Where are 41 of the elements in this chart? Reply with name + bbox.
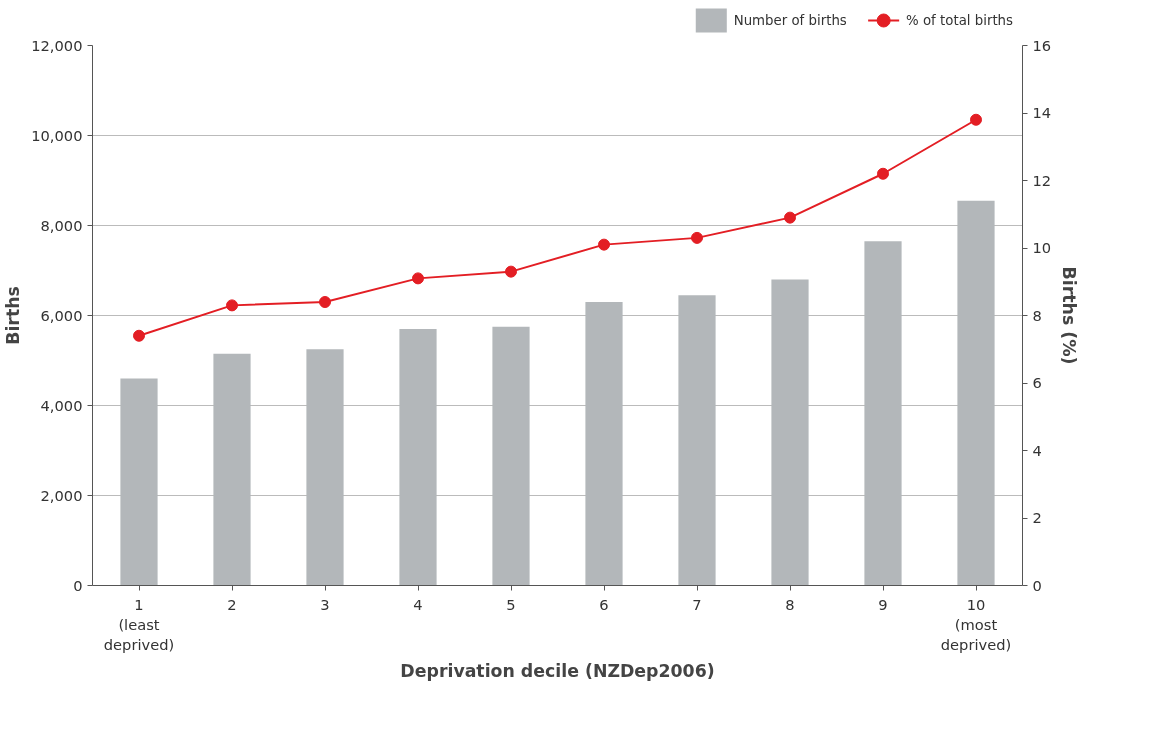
x-tick-label: 3 bbox=[320, 595, 330, 613]
point bbox=[505, 265, 517, 278]
y2-tick-label: 6 bbox=[1032, 374, 1042, 391]
y-axis-title: Births bbox=[3, 286, 24, 345]
point bbox=[319, 296, 331, 308]
y2-tick-label: 4 bbox=[1032, 441, 1042, 459]
legend-label: Number of births bbox=[733, 13, 847, 28]
y2-tick-label: 14 bbox=[1032, 104, 1052, 121]
x-tick-label: 9 bbox=[878, 595, 888, 613]
y2-tick-label: 10 bbox=[1032, 239, 1052, 256]
x-tick-label: 4 bbox=[413, 595, 423, 613]
x-tick-label: 7 bbox=[692, 595, 702, 613]
point bbox=[877, 167, 889, 180]
y2-tick-label: 12 bbox=[1032, 171, 1052, 189]
x-tick-label: 2 bbox=[227, 595, 237, 613]
x-tick-label: 1 (least deprived) bbox=[103, 595, 175, 654]
point bbox=[784, 211, 796, 224]
point bbox=[691, 231, 703, 244]
x-axis-title: Deprivation decile (NZDep2006) bbox=[400, 661, 715, 682]
y-tick-label: 2,000 bbox=[40, 486, 83, 504]
y2-tick-label: 8 bbox=[1032, 306, 1042, 324]
point bbox=[226, 299, 238, 312]
y2-tick-label: 0 bbox=[1032, 576, 1042, 594]
y-tick-label: 10,000 bbox=[31, 126, 83, 144]
y-tick-label: 12,000 bbox=[31, 36, 83, 54]
y-tick-label: 8,000 bbox=[40, 216, 83, 234]
x-tick-label: 10 (most deprived) bbox=[940, 595, 1012, 654]
x-tick-label: 5 bbox=[506, 595, 516, 613]
point bbox=[598, 238, 610, 251]
y-tick-label: 0 bbox=[73, 576, 83, 594]
legend-label: % of total births bbox=[906, 13, 1014, 28]
x-tick-label: 8 bbox=[785, 595, 795, 613]
point bbox=[970, 113, 982, 126]
y2-axis-title: Births (%) bbox=[1059, 266, 1080, 365]
point bbox=[412, 272, 424, 285]
x-tick-label: 6 bbox=[599, 595, 609, 613]
point bbox=[133, 329, 145, 342]
y-tick-label: 4,000 bbox=[40, 396, 83, 414]
y-tick-label: 6,000 bbox=[40, 306, 83, 324]
y2-tick-label: 16 bbox=[1032, 36, 1052, 54]
y2-tick-label: 2 bbox=[1032, 509, 1042, 526]
